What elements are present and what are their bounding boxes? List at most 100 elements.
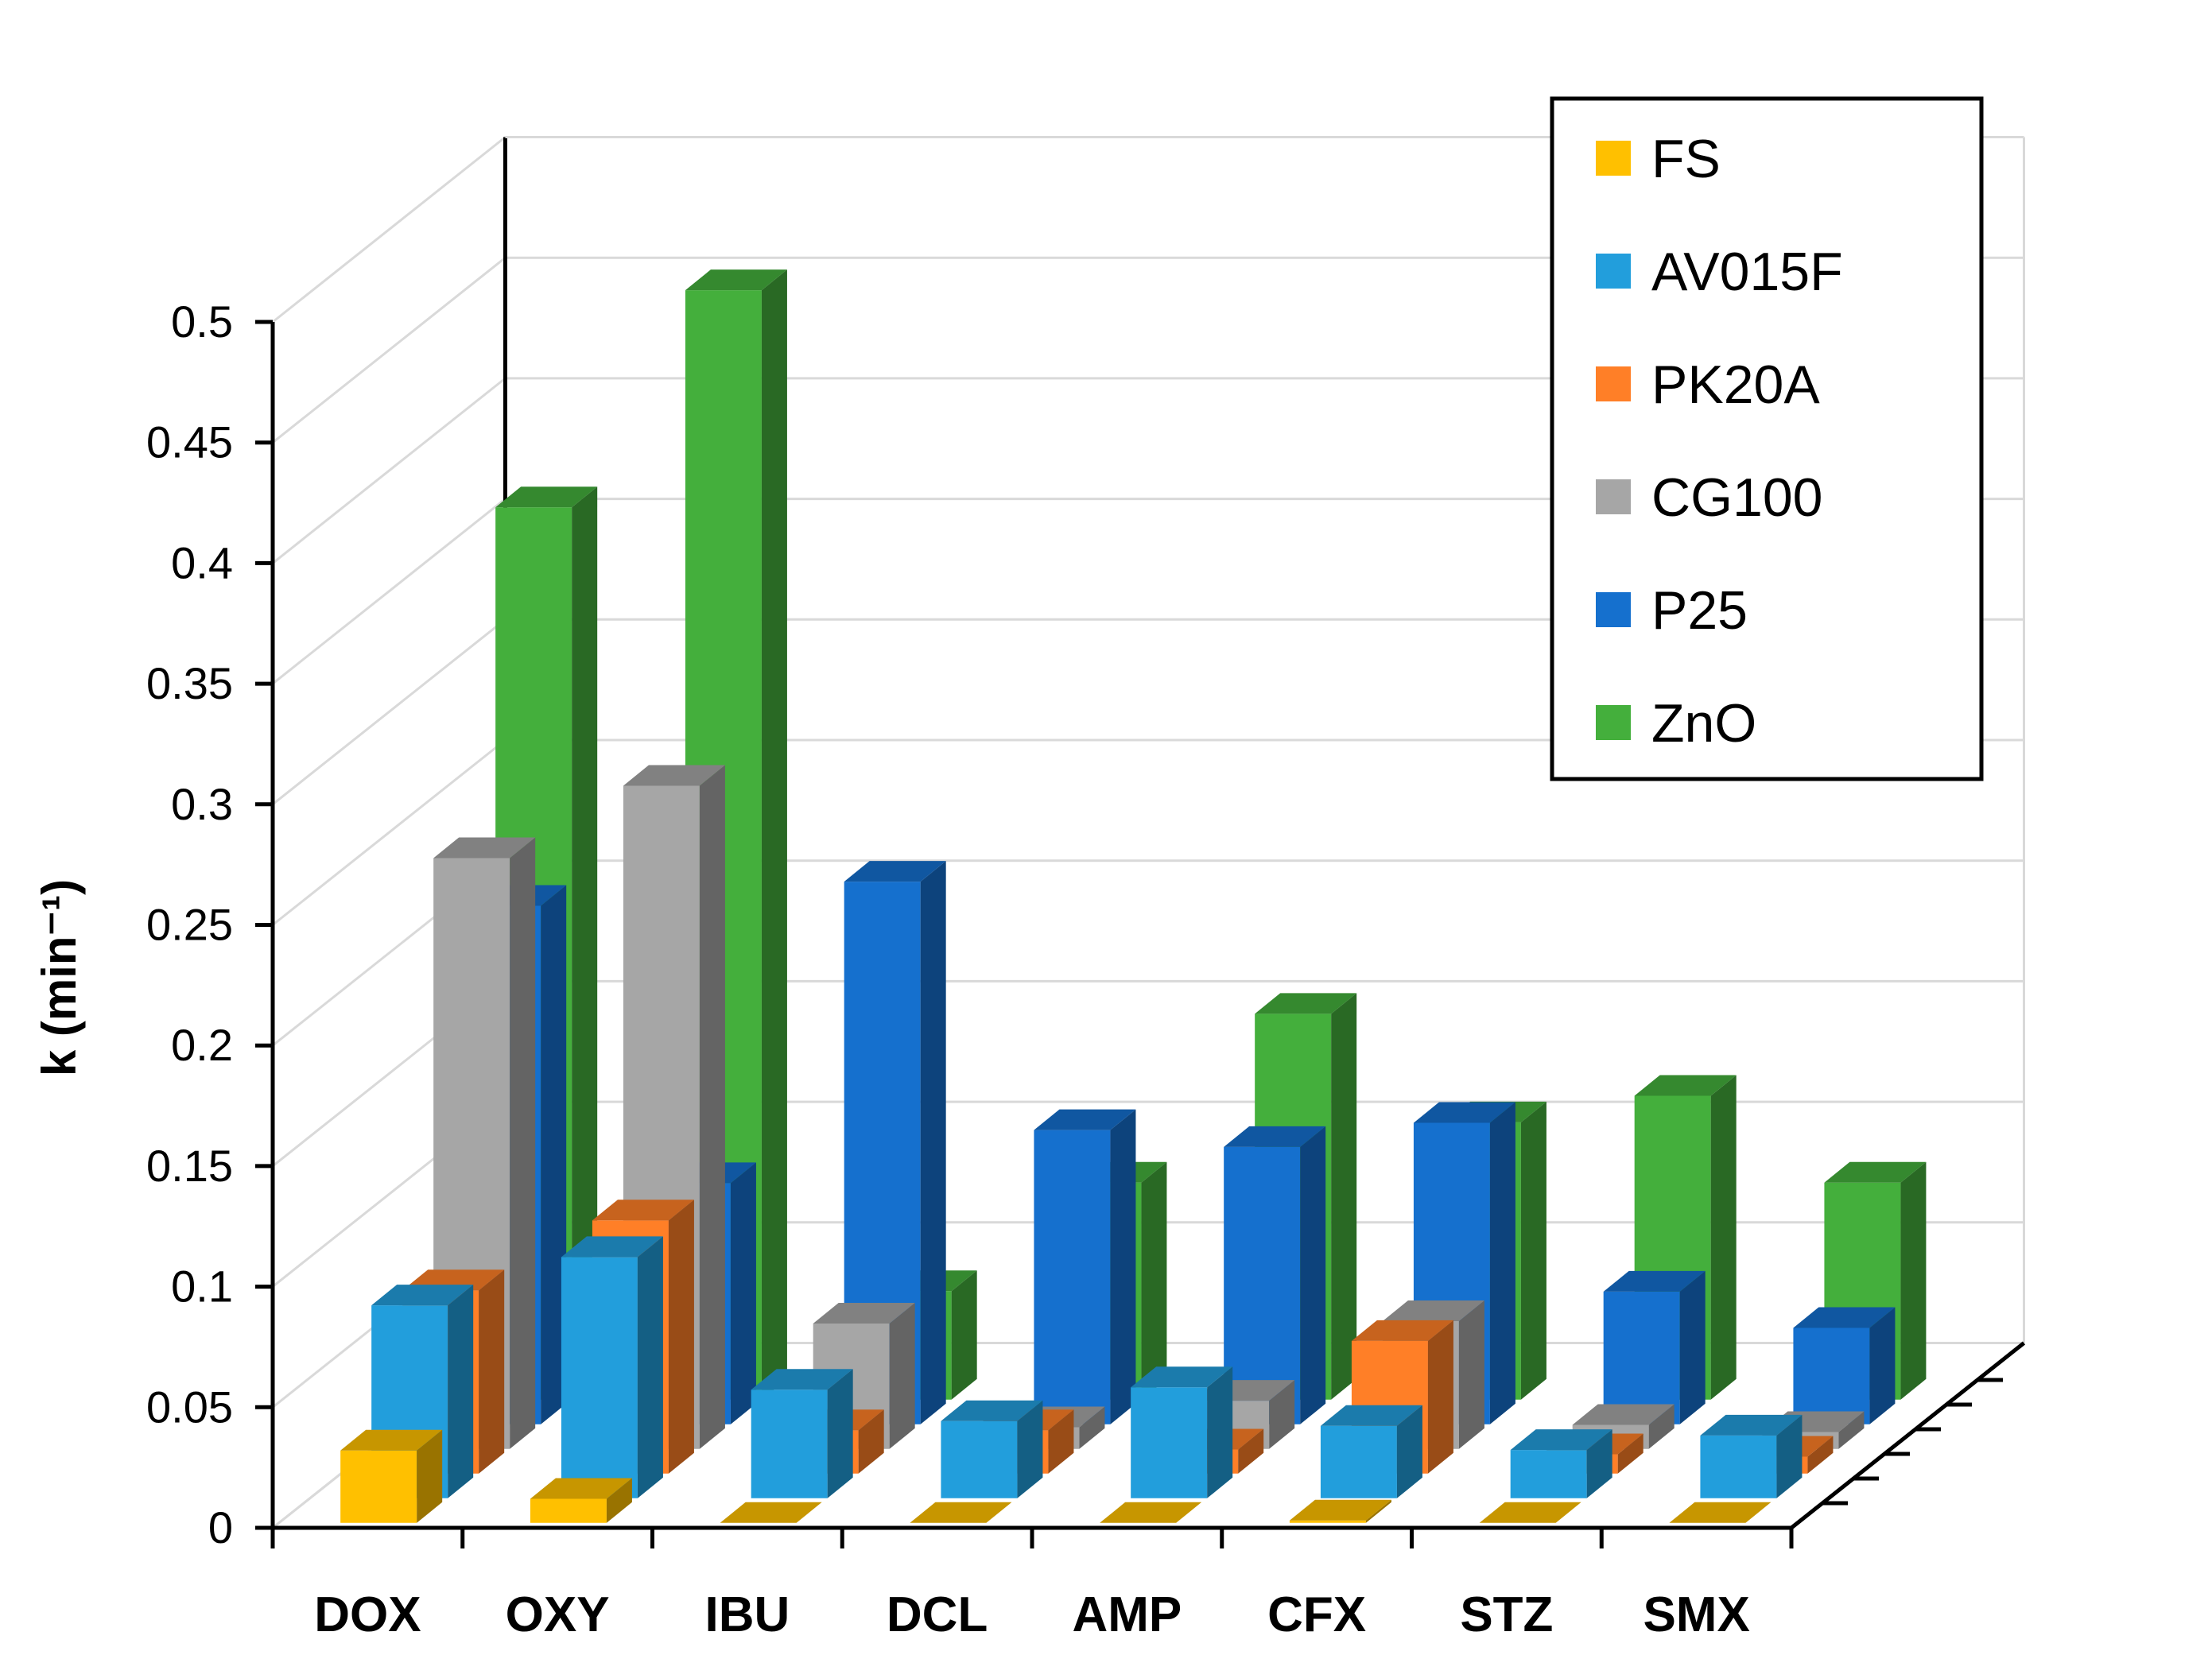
bar-side	[1489, 1102, 1515, 1424]
x-axis: DOX OXY IBU DCL AMP CFX STZ SMX	[270, 1341, 2026, 1642]
bar-top	[751, 1369, 853, 1390]
bar-front	[751, 1390, 828, 1498]
bar-side	[1331, 993, 1357, 1400]
y-tick-label: 0.15	[146, 1141, 233, 1191]
legend: FS AV015F PK20A CG100 P25 ZnO	[1550, 96, 1984, 781]
bar-top	[1479, 1502, 1581, 1523]
depth-axis-line	[1790, 1341, 2026, 1529]
y-tick-label: 0.1	[171, 1262, 233, 1312]
bar	[530, 1478, 632, 1523]
bar-side	[1520, 1101, 1546, 1400]
legend-label: AV015F	[1651, 242, 1843, 302]
bar-side	[1586, 1429, 1612, 1498]
bar-front	[340, 1450, 417, 1523]
bar-top	[1224, 1126, 1326, 1147]
bar-side	[637, 1236, 663, 1498]
bar-top	[1100, 1502, 1202, 1523]
bar-side	[479, 1269, 505, 1474]
bar-side	[1017, 1400, 1043, 1498]
bar-front	[1224, 1146, 1301, 1424]
bar-side	[417, 1429, 443, 1523]
bar	[910, 1502, 1012, 1523]
bar-side	[1648, 1404, 1675, 1449]
bar-front	[1700, 1435, 1777, 1498]
bar	[941, 1400, 1043, 1498]
legend-box	[1550, 96, 1984, 781]
x-tick-label: OXY	[506, 1587, 610, 1642]
bar	[844, 861, 946, 1424]
bar-side	[1679, 1270, 1706, 1424]
side-gridline	[272, 618, 506, 805]
bar-front	[941, 1421, 1018, 1498]
bar-top	[1793, 1307, 1896, 1328]
bar-side	[1776, 1414, 1803, 1498]
bar-side	[606, 1478, 632, 1523]
y-tick-label: 0.25	[146, 900, 233, 950]
bar-top	[1255, 993, 1357, 1014]
bar-side	[1617, 1433, 1643, 1474]
y-tick-label: 0.3	[171, 779, 233, 829]
bar-top	[1382, 1300, 1484, 1321]
y-tick-label: 0.5	[171, 297, 233, 347]
bar-top	[813, 1303, 915, 1324]
bar-top	[1669, 1502, 1772, 1523]
bar-side	[699, 765, 725, 1449]
bar-side	[827, 1369, 853, 1498]
x-tick-label: DCL	[887, 1587, 988, 1642]
bar-top	[623, 765, 725, 786]
side-gridline	[272, 738, 506, 926]
y-tick-label: 0.45	[146, 417, 233, 467]
bar-side	[1710, 1075, 1737, 1400]
bar-side	[730, 1162, 756, 1424]
bar-side	[1269, 1380, 1295, 1449]
bar-side	[1110, 1109, 1136, 1424]
bar	[1603, 1270, 1706, 1424]
bar	[1510, 1429, 1612, 1498]
bar-side	[1079, 1406, 1105, 1449]
bar-top	[1700, 1414, 1803, 1436]
bar-top	[1320, 1405, 1422, 1426]
bar-side	[1427, 1320, 1453, 1474]
bar-side	[1869, 1307, 1896, 1424]
bar-front	[1289, 1520, 1366, 1523]
bar-top	[685, 269, 787, 291]
bar	[1224, 1126, 1326, 1424]
x-tick-label: CFX	[1267, 1587, 1366, 1642]
bar	[340, 1429, 443, 1523]
bar	[1700, 1414, 1803, 1498]
bar-side	[510, 837, 536, 1449]
bar-side	[1396, 1405, 1422, 1498]
bar	[1034, 1109, 1136, 1424]
bar-side	[1838, 1411, 1865, 1449]
bars	[340, 269, 1927, 1523]
bar-top	[1634, 1075, 1737, 1096]
bar-side	[1238, 1428, 1264, 1474]
bar-top	[340, 1429, 443, 1451]
bar	[751, 1369, 853, 1498]
bar-top	[1034, 1109, 1136, 1130]
bar-front	[1603, 1291, 1680, 1424]
bar-side	[951, 1270, 977, 1400]
bar-front	[1131, 1387, 1208, 1498]
x-tick-label: IBU	[704, 1587, 790, 1642]
bar-top	[561, 1236, 663, 1258]
bar-top	[1289, 1499, 1391, 1521]
x-tick-label: AMP	[1072, 1587, 1182, 1642]
bar-side	[572, 486, 598, 1400]
bar	[1131, 1366, 1233, 1498]
bar-top	[592, 1200, 694, 1221]
bar-top	[433, 837, 536, 859]
bar-side	[1365, 1499, 1391, 1523]
bar-top	[530, 1478, 632, 1499]
y-axis: 0 0.05 0.1 0.15 0.2 0.25 0.3 0.35 0.4 0.45 0.5	[146, 297, 275, 1552]
bar-side	[1458, 1300, 1484, 1449]
bar	[1793, 1307, 1896, 1424]
side-gridline	[272, 257, 506, 444]
bar-front	[844, 882, 921, 1424]
bar-side	[1207, 1366, 1233, 1498]
bar	[561, 1236, 663, 1498]
y-tick-label: 0.2	[171, 1020, 233, 1070]
bar-side	[541, 885, 567, 1424]
y-tick-label: 0.05	[146, 1382, 233, 1432]
bar	[1100, 1502, 1202, 1523]
